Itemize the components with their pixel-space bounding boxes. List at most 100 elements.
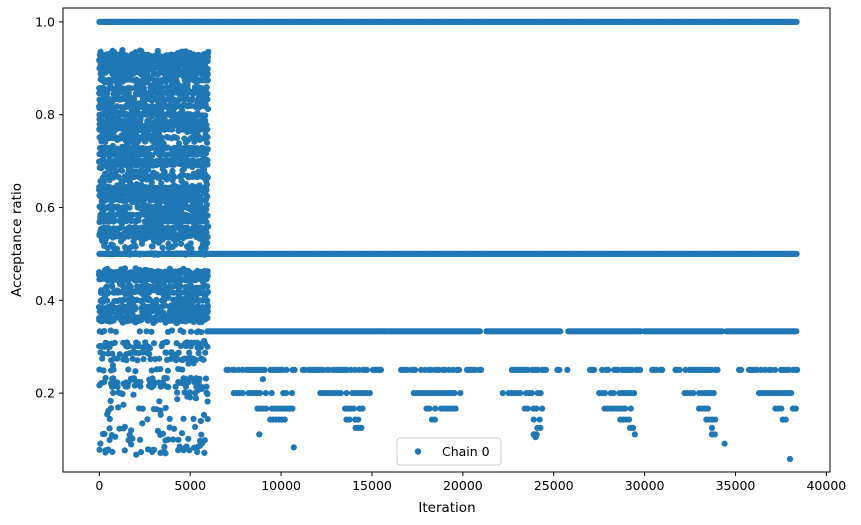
data-point — [106, 436, 113, 443]
data-point — [110, 389, 117, 396]
data-point — [143, 176, 150, 183]
data-point — [455, 366, 463, 373]
data-point — [196, 136, 203, 143]
data-point — [185, 245, 192, 252]
data-point — [191, 61, 198, 68]
data-point — [127, 216, 134, 223]
data-point — [97, 123, 104, 130]
data-point — [97, 226, 104, 233]
data-point — [268, 390, 275, 397]
data-point — [793, 18, 800, 25]
data-point — [120, 235, 127, 242]
data-point — [165, 214, 172, 222]
data-point — [194, 56, 201, 63]
data-point — [122, 187, 129, 194]
data-point — [124, 383, 131, 390]
data-point — [180, 73, 187, 80]
data-point — [166, 56, 173, 63]
data-point — [131, 242, 138, 249]
data-point — [150, 382, 157, 389]
data-point — [105, 110, 112, 117]
data-point — [203, 181, 211, 188]
data-point — [162, 72, 169, 79]
data-point — [156, 398, 163, 405]
data-point — [631, 390, 638, 397]
data-point — [144, 317, 151, 324]
data-point — [152, 209, 159, 216]
data-point — [710, 390, 717, 397]
data-point — [98, 150, 105, 158]
data-point — [149, 375, 156, 382]
data-point — [256, 390, 264, 397]
data-point — [261, 366, 268, 373]
data-point — [198, 431, 205, 438]
data-point — [198, 329, 205, 336]
data-point — [145, 110, 152, 117]
data-point — [499, 390, 506, 397]
data-point — [134, 340, 141, 347]
data-point — [131, 122, 138, 130]
data-point — [128, 94, 135, 102]
data-point — [256, 431, 263, 438]
data-point — [174, 196, 181, 203]
data-point — [557, 328, 564, 335]
data-point — [98, 188, 105, 195]
data-point — [185, 123, 192, 130]
data-point — [358, 424, 365, 431]
data-point — [173, 355, 181, 362]
data-point — [174, 236, 181, 243]
data-point — [610, 390, 617, 397]
data-point — [197, 200, 204, 207]
data-point — [147, 232, 154, 239]
data-point — [185, 173, 193, 180]
data-point — [176, 113, 183, 120]
data-point — [772, 366, 779, 373]
data-point — [108, 147, 115, 154]
data-point — [196, 375, 203, 383]
data-point — [202, 196, 210, 203]
data-point — [141, 171, 148, 178]
data-point — [137, 383, 144, 390]
data-point — [194, 109, 201, 116]
data-point — [556, 366, 563, 373]
data-point — [539, 405, 546, 412]
data-point — [204, 72, 211, 79]
data-point — [114, 182, 121, 189]
data-point — [106, 425, 113, 432]
data-point — [794, 366, 801, 373]
data-point — [793, 250, 800, 257]
data-point — [148, 189, 156, 196]
data-point — [99, 131, 106, 138]
data-point — [102, 170, 109, 177]
data-point — [165, 436, 172, 443]
data-point — [154, 251, 162, 258]
data-point — [128, 169, 135, 176]
data-point — [130, 115, 137, 122]
data-point — [170, 205, 177, 212]
data-point — [530, 416, 537, 423]
data-point — [109, 234, 116, 241]
data-point — [136, 328, 143, 335]
data-point — [159, 59, 166, 66]
data-point — [239, 390, 246, 397]
data-point — [134, 77, 141, 85]
data-point — [150, 340, 158, 347]
data-point — [179, 172, 186, 179]
data-point — [138, 182, 145, 189]
data-point — [156, 355, 163, 362]
data-point — [118, 298, 125, 305]
data-point — [121, 447, 128, 454]
data-point — [738, 366, 745, 373]
data-point — [431, 416, 438, 423]
data-point — [288, 390, 296, 397]
data-point — [148, 162, 155, 169]
data-point — [162, 404, 169, 412]
data-point — [117, 125, 124, 132]
data-point — [173, 156, 180, 163]
data-point — [129, 355, 136, 362]
data-point — [107, 202, 115, 209]
data-point — [187, 226, 195, 233]
data-point — [186, 49, 193, 57]
data-point — [111, 190, 118, 197]
